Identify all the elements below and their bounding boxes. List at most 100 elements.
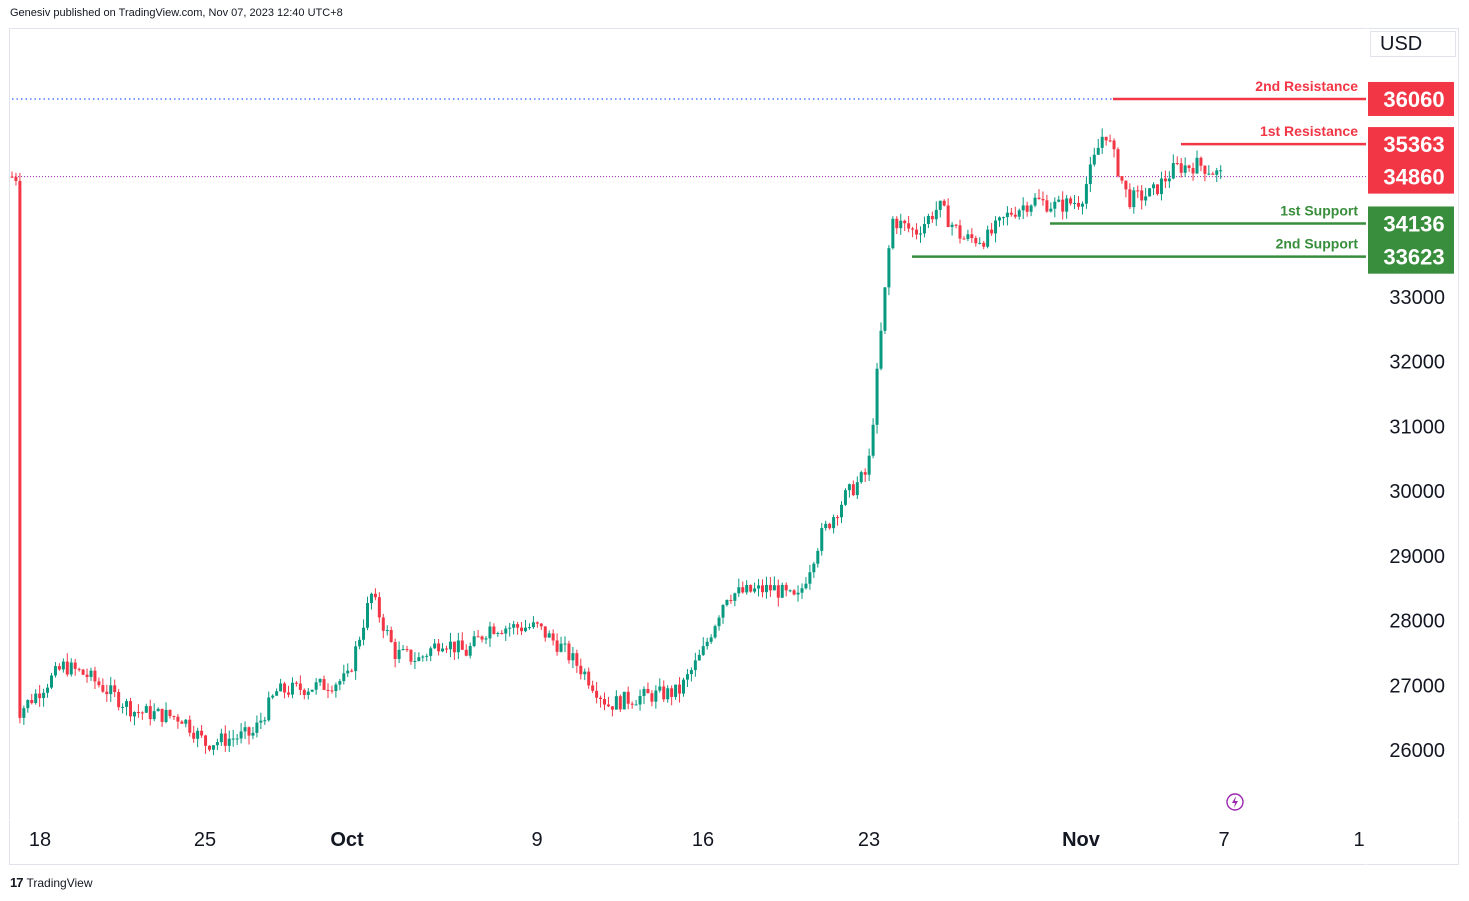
candle-body xyxy=(595,690,599,698)
candle-body xyxy=(1096,147,1100,155)
candle-body xyxy=(405,649,409,651)
currency-selector[interactable]: USD xyxy=(1370,31,1456,57)
candle-body xyxy=(385,630,389,632)
candle-body xyxy=(1132,190,1136,208)
candle-body xyxy=(855,482,859,496)
candle-body xyxy=(729,600,733,602)
candle-body xyxy=(223,733,227,746)
candle-body xyxy=(966,234,970,239)
candle-body xyxy=(38,693,42,699)
level-lines xyxy=(12,97,1366,258)
candle-body xyxy=(192,732,196,739)
candle-body xyxy=(196,730,200,739)
candle-body xyxy=(472,636,476,646)
candle-body xyxy=(322,679,326,690)
candle-body xyxy=(1092,154,1096,165)
y-tick-label: 33000 xyxy=(1389,287,1445,309)
candle-body xyxy=(441,648,445,652)
candle-body xyxy=(535,622,539,624)
time-axis: 18 25 Oct 9 16 23 Nov 7 1 xyxy=(29,829,1365,851)
candle-body xyxy=(583,671,587,675)
candle-body xyxy=(160,708,164,722)
candle-body xyxy=(871,424,875,456)
candle-body xyxy=(520,627,524,632)
support-level-name: 2nd Support xyxy=(1276,236,1359,252)
candle-body xyxy=(34,693,38,704)
candle-body xyxy=(57,666,61,670)
candle-body xyxy=(942,200,946,206)
price-level-tag xyxy=(1368,239,1454,274)
candle-body xyxy=(1053,201,1057,209)
candle-body xyxy=(784,584,788,591)
candle-body xyxy=(326,689,330,691)
candle-body xyxy=(599,697,603,699)
candle-body xyxy=(136,712,140,714)
candle-body xyxy=(121,706,125,708)
candle-body xyxy=(460,640,464,650)
candle-body xyxy=(709,637,713,642)
candle-body xyxy=(61,661,65,670)
candle-body xyxy=(1009,212,1013,215)
candle-body xyxy=(958,225,962,239)
candle-body xyxy=(101,685,105,692)
candle-body xyxy=(14,176,18,181)
footer-brand-label: TradingView xyxy=(26,875,93,890)
candle-body xyxy=(780,584,784,598)
candle-body xyxy=(437,643,441,652)
candle-body xyxy=(46,687,50,693)
candle-body xyxy=(998,217,1001,221)
candle-body xyxy=(745,584,749,593)
candle-body xyxy=(204,735,208,746)
candle-body xyxy=(567,643,571,661)
candle-body xyxy=(504,628,508,634)
candle-body xyxy=(496,633,500,635)
candle-body xyxy=(812,563,816,573)
candle-body xyxy=(1175,163,1179,165)
candle-body xyxy=(571,653,575,661)
candle-body xyxy=(401,649,405,651)
candle-body xyxy=(334,684,338,692)
candle-body xyxy=(275,691,279,696)
support-level-name: 1st Support xyxy=(1280,202,1358,218)
candle-body xyxy=(962,238,966,240)
candle-body xyxy=(358,639,362,647)
x-tick-label: Nov xyxy=(1062,829,1101,851)
candle-body xyxy=(658,686,662,691)
candle-body xyxy=(776,585,780,598)
candle-body xyxy=(603,698,606,705)
candle-body xyxy=(970,234,974,239)
candle-body xyxy=(1167,178,1171,182)
candle-body xyxy=(879,330,883,369)
candle-body xyxy=(974,238,978,244)
lightning-icon[interactable] xyxy=(1226,793,1244,811)
candle-body xyxy=(836,517,840,519)
candle-body xyxy=(761,585,764,593)
candle-body xyxy=(1140,190,1144,201)
candle-body xyxy=(938,200,942,210)
candle-body xyxy=(610,706,614,710)
candle-body xyxy=(634,704,638,706)
candle-body xyxy=(701,646,705,655)
candle-body xyxy=(243,727,247,732)
candle-body xyxy=(417,657,421,661)
candle-body xyxy=(211,745,215,750)
y-tick-label: 26000 xyxy=(1389,740,1445,762)
candle-body xyxy=(741,587,745,593)
candle-body xyxy=(930,215,934,220)
candle-body xyxy=(788,590,792,592)
candle-body xyxy=(1057,199,1061,202)
candle-body xyxy=(915,229,919,235)
candle-body xyxy=(259,720,263,723)
candle-body xyxy=(903,220,907,224)
candle-body xyxy=(89,670,93,677)
candle-body xyxy=(1037,197,1041,199)
candle-body xyxy=(247,727,251,736)
candle-body xyxy=(129,701,132,717)
candle-body xyxy=(409,649,413,662)
y-tick-label: 32000 xyxy=(1389,352,1445,374)
candle-body xyxy=(622,691,626,710)
candle-body xyxy=(800,588,804,593)
candle-body xyxy=(267,697,271,721)
candle-body xyxy=(926,215,930,224)
